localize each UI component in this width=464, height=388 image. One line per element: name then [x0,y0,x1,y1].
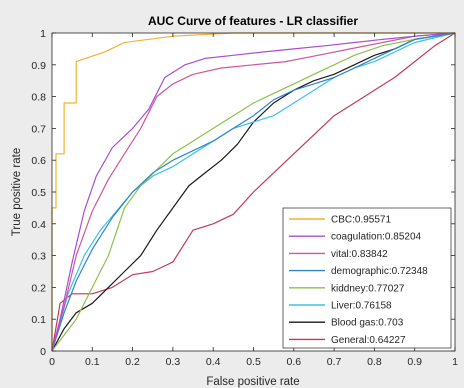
y-tick-label: 0.9 [31,60,46,72]
legend: CBC:0.95571 coagulation:0.85204 vital:0.83… [282,207,452,349]
x-tick-label: 0.6 [286,356,301,368]
series-line [51,32,456,352]
legend-box [282,207,452,349]
legend-label: General:0.64227 [331,335,406,346]
y-axis-title: True positive rate [11,148,23,236]
series-line [51,32,456,352]
series-line [51,32,456,352]
y-tick-label: 1 [40,28,46,40]
x-tick-label: 0.8 [367,356,382,368]
x-tick-label: 0.9 [407,356,422,368]
x-tick-label: 1 [452,356,458,368]
legend-label: demographic:0.72348 [331,266,428,277]
x-tick-label: 0.2 [125,356,140,368]
x-tick-label: 0.5 [246,356,261,368]
y-tick-label: 0.7 [31,123,46,135]
legend-label: Blood gas:0.703 [331,318,404,329]
series-layer [51,32,456,352]
series-line [51,32,456,352]
x-axis-title: False positive rate [206,376,299,388]
tick-layer: 0 0.1 0.2 0.3 0.4 0.5 0.6 0.7 0.8 0.9 1 0 0.1 0.2 0.3 0… [31,28,458,368]
y-tick-label: 0.3 [31,251,46,263]
legend-label: Liver:0.76158 [331,301,392,312]
y-tick-label: 0.8 [31,92,46,104]
x-tick-label: 0.4 [206,356,221,368]
y-tick-label: 0.5 [31,187,46,199]
chart-title: AUC Curve of features - LR classifier [148,14,358,28]
series-line [51,32,456,352]
legend-label: kiddney:0.77027 [331,283,405,294]
legend-label: coagulation:0.85204 [331,232,422,243]
legend-label: CBC:0.95571 [331,215,391,226]
y-tick-label: 0.4 [31,219,46,231]
y-tick-label: 0 [40,346,46,358]
legend-label: vital:0.83842 [331,249,388,260]
y-tick-label: 0.2 [31,282,46,294]
x-tick-label: 0 [49,356,55,368]
series-line [51,32,456,352]
x-tick-label: 0.3 [166,356,181,368]
y-tick-label: 0.6 [31,155,46,167]
x-tick-label: 0.7 [327,356,342,368]
y-tick-label: 0.1 [31,314,46,326]
x-tick-label: 0.1 [85,356,100,368]
